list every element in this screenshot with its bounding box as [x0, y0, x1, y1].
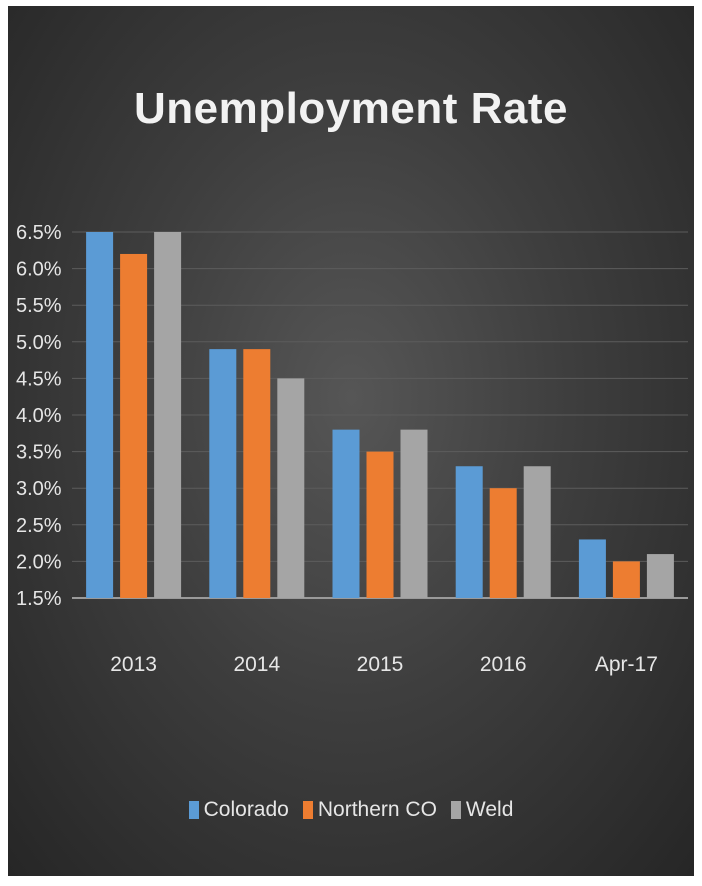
- y-tick-label: 2.5%: [16, 515, 62, 537]
- y-tick-label: 4.5%: [16, 368, 62, 390]
- bar-colorado: [86, 232, 114, 598]
- x-tick-label: 2014: [233, 653, 280, 676]
- bar-northern-co: [243, 349, 271, 598]
- bar-colorado: [209, 349, 237, 598]
- bar-weld: [523, 466, 551, 598]
- legend-item-colorado: Colorado: [188, 798, 289, 822]
- x-tick-label: 2016: [480, 653, 527, 676]
- legend-item-northern-co: Northern CO: [302, 798, 437, 822]
- bar-weld: [154, 232, 182, 598]
- bar-weld: [277, 378, 305, 598]
- y-tick-label: 6.5%: [16, 222, 62, 244]
- legend-swatch-colorado: [188, 801, 199, 819]
- legend-label-weld: Weld: [465, 798, 514, 821]
- legend-item-weld: Weld: [450, 798, 514, 822]
- y-tick-label: 1.5%: [16, 588, 62, 610]
- plot-area: 1.5% 2.0% 2.5% 3.0% 3.5% 4.0% 4.5% 5.0% 5.5% 6.0%…: [16, 222, 688, 676]
- y-tick-label: 6.0%: [16, 259, 62, 281]
- x-tick-label: 2015: [357, 653, 404, 676]
- legend-label-northern-co: Northern CO: [317, 798, 437, 821]
- x-tick-label: Apr-17: [595, 653, 658, 676]
- legend: Colorado Northern CO Weld: [8, 798, 694, 822]
- y-tick-label: 4.0%: [16, 405, 62, 427]
- bar-weld: [646, 554, 674, 598]
- y-tick-label: 5.0%: [16, 332, 62, 354]
- chart-title: Unemployment Rate: [134, 84, 568, 133]
- bar-colorado: [332, 429, 360, 598]
- legend-swatch-weld: [450, 801, 461, 819]
- y-tick-label: 2.0%: [16, 551, 62, 573]
- bar-northern-co: [612, 561, 640, 598]
- y-tick-label: 3.5%: [16, 442, 62, 464]
- bar-northern-co: [366, 451, 394, 598]
- bar-northern-co: [489, 488, 517, 598]
- y-tick-label: 5.5%: [16, 295, 62, 317]
- bar-colorado: [455, 466, 483, 598]
- legend-swatch-northern-co: [302, 801, 313, 819]
- bar-weld: [400, 429, 428, 598]
- bar-northern-co: [120, 253, 148, 598]
- x-tick-label: 2013: [110, 653, 157, 676]
- bar-colorado: [578, 539, 606, 598]
- legend-label-colorado: Colorado: [203, 798, 289, 821]
- chart-area: Unemployment Rate 1.5% 2.0% 2.5% 3.0% 3.5% 4.…: [8, 6, 694, 876]
- y-tick-label: 3.0%: [16, 478, 62, 500]
